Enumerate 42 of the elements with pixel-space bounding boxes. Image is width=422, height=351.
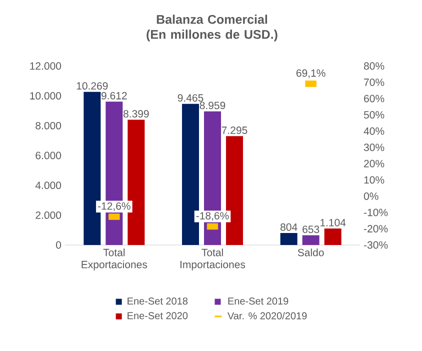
bar bbox=[324, 228, 342, 245]
y-tick-label: 12.000 bbox=[30, 62, 62, 70]
legend-label: Ene-Set 2020 bbox=[128, 312, 188, 320]
y2-tick-label: 30% bbox=[364, 144, 384, 152]
data-label: 1.104 bbox=[320, 218, 346, 226]
legend-label: Ene-Set 2019 bbox=[228, 298, 288, 305]
data-label: 9.612 bbox=[102, 92, 127, 100]
y-tick-label: 8.000 bbox=[36, 122, 62, 130]
y2-tick-label: 20% bbox=[364, 160, 384, 168]
y2-tick-label: -10% bbox=[364, 208, 388, 216]
data-label: 10.269 bbox=[76, 82, 108, 90]
data-label: 69,1% bbox=[296, 69, 326, 78]
data-label: 7.295 bbox=[222, 126, 248, 134]
data-label: 9.465 bbox=[178, 94, 204, 102]
y2-tick-label: -20% bbox=[364, 225, 388, 232]
y2-tick-label: -30% bbox=[364, 241, 388, 249]
y-tick-label: 10.000 bbox=[30, 92, 62, 100]
data-label: 8.959 bbox=[200, 102, 226, 110]
x-tick-label: Total Importaciones bbox=[180, 248, 246, 270]
y-tick-label: 6.000 bbox=[36, 152, 62, 160]
legend-label: Ene-Set 2018 bbox=[128, 298, 188, 305]
bar bbox=[302, 235, 320, 245]
y-tick-label: 2.000 bbox=[36, 211, 62, 219]
chart-title: Balanza Comercial (En millones de USD.) bbox=[146, 14, 278, 42]
data-label: 8.399 bbox=[123, 110, 149, 118]
bar bbox=[280, 233, 298, 245]
y-tick-label: 0 bbox=[56, 241, 62, 249]
legend-label: Var. % 2020/2019 bbox=[228, 312, 307, 320]
data-label: -18,6% bbox=[196, 212, 229, 221]
y2-tick-label: 50% bbox=[364, 111, 384, 119]
y2-tick-label: 10% bbox=[364, 176, 384, 184]
data-label: 653 bbox=[302, 226, 320, 234]
y2-tick-label: 0% bbox=[364, 192, 378, 200]
data-label: -12,6% bbox=[98, 202, 130, 211]
y2-tick-label: 40% bbox=[364, 127, 384, 135]
y2-tick-label: 60% bbox=[364, 94, 384, 102]
y2-tick-label: 70% bbox=[364, 78, 384, 86]
y2-tick-label: 80% bbox=[364, 62, 384, 70]
y-tick-label: 4.000 bbox=[35, 182, 62, 190]
x-tick-label: Total Exportaciones bbox=[82, 248, 148, 270]
data-label: 804 bbox=[280, 223, 298, 231]
x-tick-label: Saldo bbox=[298, 248, 324, 256]
